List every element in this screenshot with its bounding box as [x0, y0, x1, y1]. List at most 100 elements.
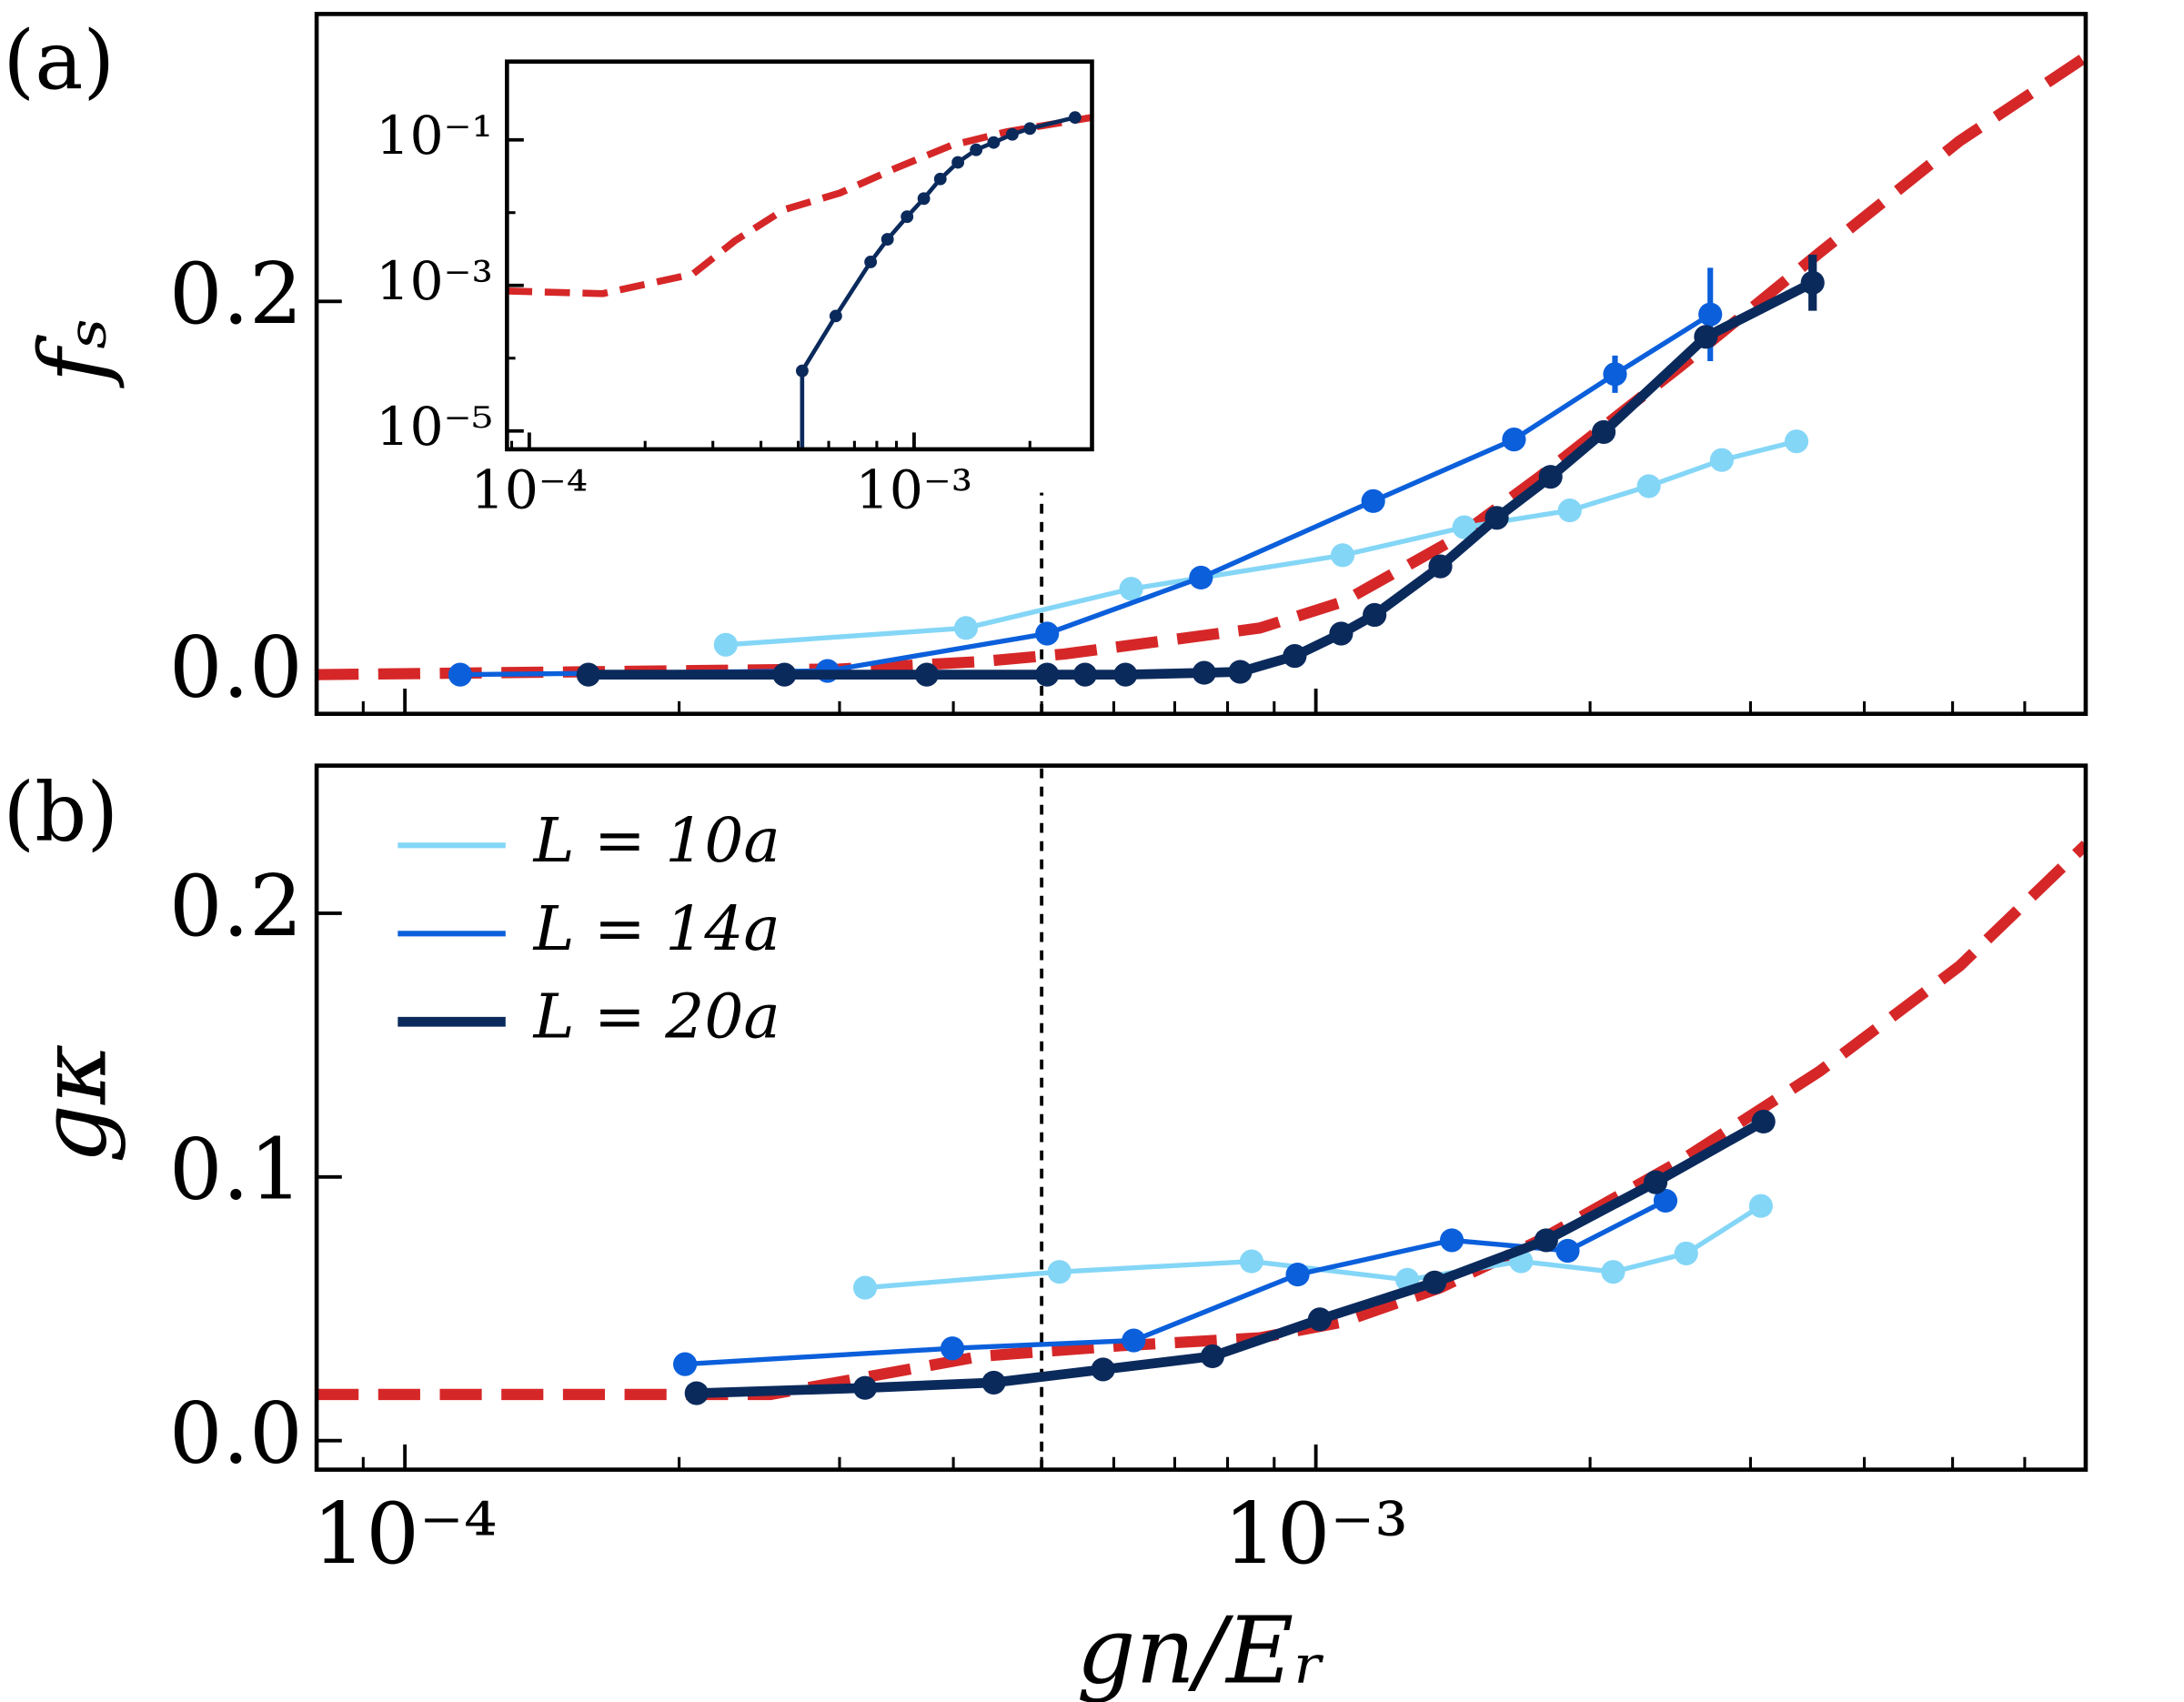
x-tick-label: 10⁻⁴: [313, 1485, 498, 1583]
data-point: [1423, 1270, 1447, 1294]
data-point: [1636, 474, 1661, 499]
data-point: [1698, 302, 1723, 327]
panel: 10⁻⁴ 10⁻³ 0.0 0.1 0.2 (b) gκ gn/Eᵣ L = 10a L = 14…: [3, 763, 2088, 1702]
data-point: [1119, 577, 1143, 601]
theory-line: [507, 114, 1092, 297]
series-line: [459, 312, 1712, 678]
plot-area: [317, 841, 2086, 1405]
data-point: [1601, 1260, 1625, 1284]
data-point: [1653, 1188, 1678, 1213]
data-point: [1113, 662, 1138, 687]
data-point: [684, 1381, 709, 1405]
data-point: [1192, 660, 1216, 685]
data-point: [1748, 1193, 1773, 1218]
legend-label: L = 10a: [532, 804, 780, 876]
data-point: [1200, 1344, 1225, 1369]
data-point: [1485, 506, 1509, 530]
data-point: [1189, 565, 1213, 590]
data-point: [1361, 488, 1385, 513]
data-point: [881, 233, 894, 246]
y-tick-label: 10⁻³: [376, 250, 493, 312]
data-point: [1330, 543, 1355, 568]
data-point: [673, 1352, 698, 1376]
axes-frame: [314, 12, 2088, 717]
panel: 0.0 0.2 (a) fₛ: [3, 12, 2088, 717]
legend-label: L = 14a: [532, 892, 780, 964]
data-point: [1603, 362, 1627, 387]
data-point: [1023, 122, 1037, 136]
data-point: [576, 662, 600, 687]
data-point: [901, 210, 914, 224]
data-point: [852, 1275, 878, 1300]
y-axis-label: gκ: [20, 1043, 127, 1163]
axes-frame: [314, 763, 2088, 1472]
data-point: [1228, 660, 1253, 684]
panel: 10⁻⁴ 10⁻³ 10⁻¹ 10⁻³ 10⁻⁵: [376, 59, 1094, 521]
series-line: [696, 1117, 1766, 1398]
data-point: [1694, 325, 1718, 349]
data-point: [1239, 1249, 1263, 1274]
data-point: [795, 364, 809, 378]
y-tick-label: 0.2: [169, 857, 303, 955]
data-point: [1557, 499, 1582, 523]
data-point: [1555, 1238, 1580, 1264]
data-point: [1591, 419, 1616, 445]
theory-line: [317, 841, 2086, 1401]
data-point: [448, 662, 473, 687]
data-point: [1091, 1357, 1115, 1382]
data-point: [1452, 515, 1476, 539]
legend-label: L = 20a: [532, 981, 780, 1052]
data-point: [917, 192, 931, 206]
data-point: [713, 632, 738, 657]
x-axis-label: gn/Eᵣ: [1077, 1596, 1326, 1702]
y-tick-label: 10⁻⁵: [376, 396, 493, 458]
plot-area: [507, 111, 1092, 449]
data-point: [1502, 428, 1526, 452]
panel-label: (a): [3, 14, 115, 108]
data-point: [772, 662, 797, 687]
y-tick-label: 0.1: [169, 1121, 303, 1219]
data-point: [1072, 662, 1097, 687]
data-point: [987, 136, 1001, 149]
y-tick-label: 0.0: [169, 619, 303, 717]
x-tick-label: 10⁻³: [856, 459, 973, 521]
data-point: [1122, 1328, 1146, 1353]
plot-area: [317, 52, 2086, 687]
axes-frame: [505, 59, 1094, 452]
y-tick-label: 0.0: [169, 1385, 303, 1483]
data-point: [1643, 1170, 1668, 1194]
data-point: [1439, 1228, 1464, 1253]
data-point: [914, 662, 939, 687]
data-point: [1428, 554, 1453, 579]
data-point: [852, 1375, 878, 1400]
data-point: [1534, 1228, 1558, 1253]
inset-background: [507, 61, 1092, 449]
data-point: [1538, 465, 1563, 489]
data-point: [1751, 1109, 1776, 1134]
data-point: [1035, 662, 1060, 687]
data-point: [1709, 448, 1734, 472]
data-point: [1329, 621, 1354, 646]
data-point: [829, 309, 842, 323]
data-point: [981, 1370, 1006, 1395]
data-point: [1047, 1260, 1072, 1284]
data-point: [1307, 1307, 1333, 1332]
theory-line: [317, 52, 2086, 680]
y-axis-label: fₛ: [20, 317, 127, 389]
y-tick-label: 0.2: [169, 245, 303, 343]
data-point: [953, 616, 979, 640]
data-point: [933, 172, 947, 186]
data-point: [1784, 429, 1809, 454]
y-tick-label: 10⁻¹: [376, 105, 493, 166]
data-point: [1283, 644, 1307, 669]
data-point: [951, 156, 965, 169]
data-point: [1068, 111, 1082, 125]
x-tick-label: 10⁻⁴: [471, 459, 589, 521]
data-point: [1005, 127, 1019, 141]
data-point: [1285, 1263, 1310, 1287]
data-point: [864, 256, 878, 268]
x-tick-label: 10⁻³: [1223, 1485, 1408, 1583]
data-point: [940, 1336, 965, 1361]
